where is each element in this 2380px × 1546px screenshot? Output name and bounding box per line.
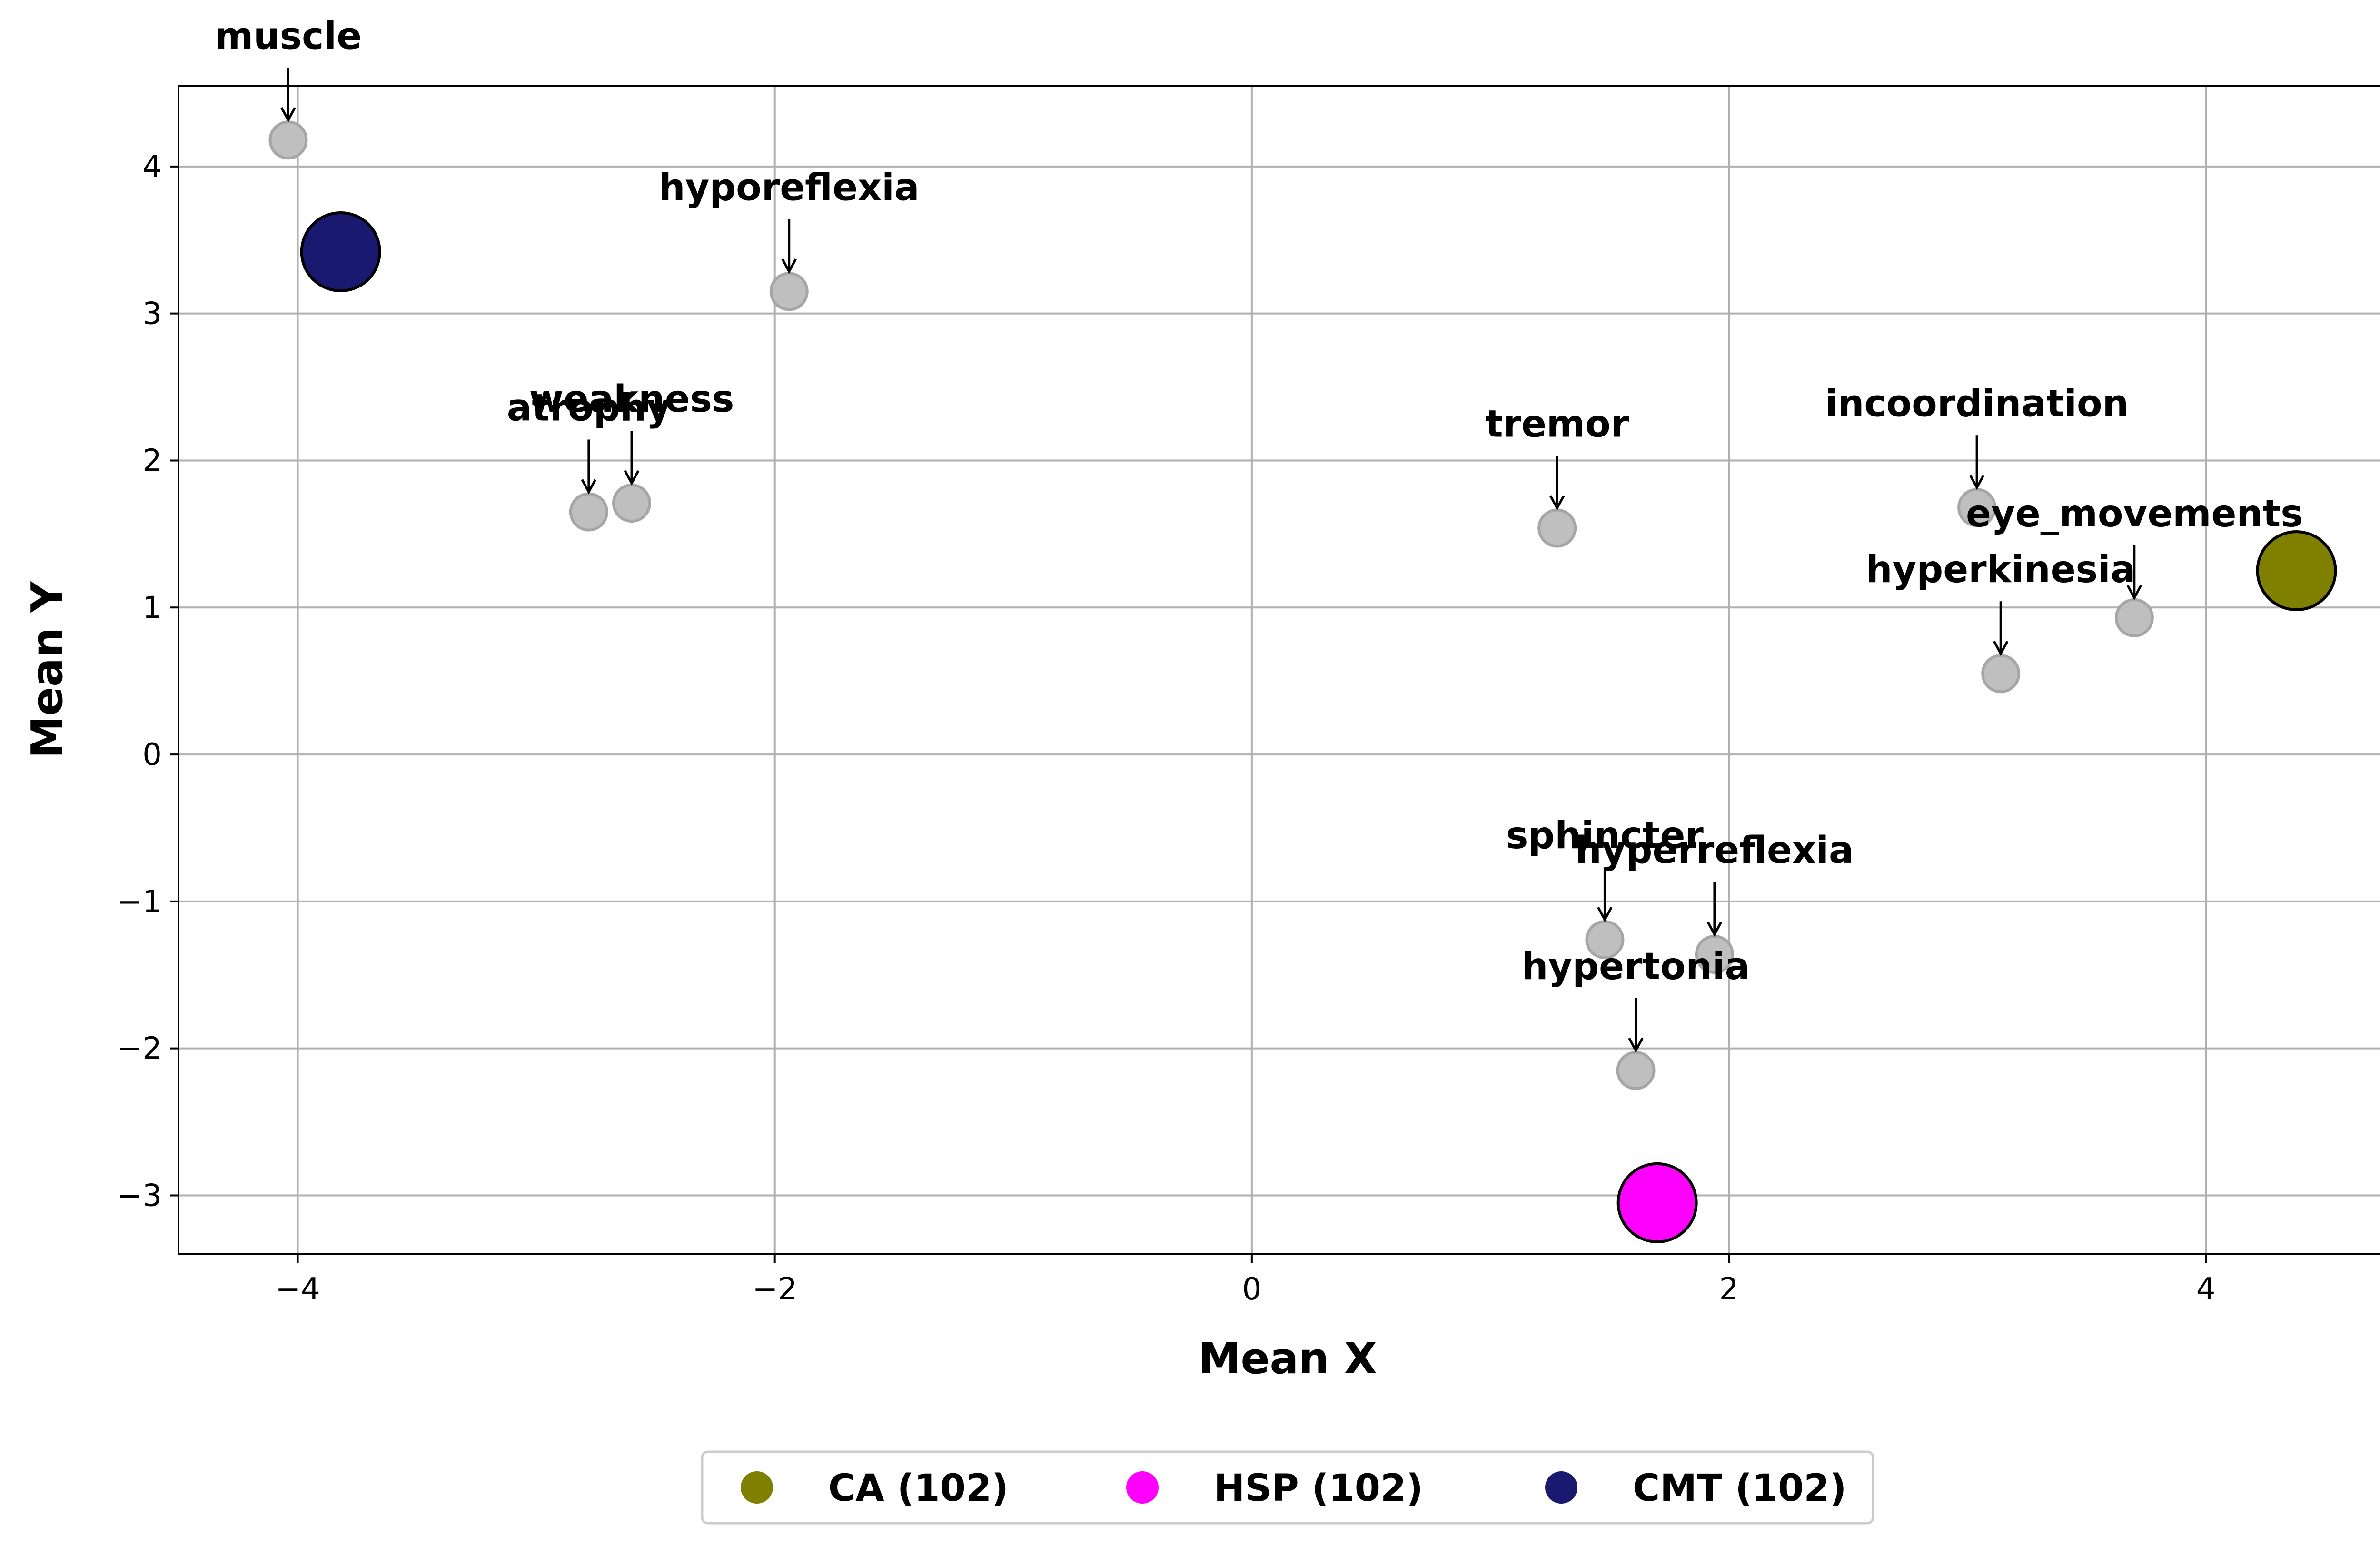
feature-points [268,120,2154,1090]
annotation-label: hyperkinesia [1866,548,2135,591]
annotation-label: incoordination [1825,382,2129,425]
legend-label: CA (102) [828,1467,1009,1510]
annotation-label: hyporeflexia [659,166,920,209]
annotation-label: hypertonia [1522,945,1750,988]
x-tick-label: 4 [2196,1272,2216,1307]
feature-point-hypertonia [1616,1050,1656,1090]
annotation-label: muscle [215,15,362,58]
feature-point-hyperkinesia [1981,654,2021,694]
feature-point-hyporeflexia [769,272,809,311]
x-tick-label: 0 [1242,1272,1261,1307]
annotation-arrowhead [1628,1037,1644,1053]
annotation-label: eye_movements [1966,493,2303,535]
axis-ticks: −4 −2 0 2 4 −3 −2 −1 0 1 2 3 4 [117,149,2216,1307]
group-centroid [2256,530,2337,612]
annotation-arrowhead [1993,641,2009,656]
annotation-arrowhead [2126,585,2142,601]
y-tick-label: 3 [142,297,162,332]
x-tick-label: 2 [1719,1272,1739,1307]
legend-label: HSP (102) [1214,1467,1423,1510]
feature-point-muscle [268,120,308,160]
y-tick-label: 4 [142,149,162,185]
feature-point-eye_movements [2114,598,2154,637]
plot-frame [178,85,2380,1255]
annotation-label: weakness [529,378,734,421]
annotation-arrowhead [280,107,296,123]
legend-marker [1545,1471,1577,1504]
legend-label: CMT (102) [1633,1467,1846,1510]
legend-marker [741,1471,773,1504]
y-tick-label: −3 [117,1178,162,1213]
annotation-label: sphincter [1506,814,1704,857]
annotation-label: tremor [1485,403,1629,446]
y-axis-label: Mean Y [22,581,72,759]
y-tick-label: −1 [117,884,162,920]
annotation-arrowhead [1706,921,1723,937]
annotation-label: hyperreflexia [1575,829,1854,872]
annotation-arrowhead [624,470,640,486]
x-tick-label: −4 [275,1272,320,1307]
y-tick-label: 1 [142,590,162,625]
legend-box [701,1450,1874,1525]
y-tick-label: −2 [117,1031,162,1067]
annotation-arrowhead [1549,495,1565,511]
feature-point-weakness [612,484,652,523]
annotation-label: atrophy [507,387,671,430]
group-centroid [300,211,381,292]
annotation-arrowhead [581,479,597,495]
feature-point-tremor [1537,508,1577,548]
legend-marker [1126,1471,1159,1504]
y-tick-label: 2 [142,443,162,478]
annotation-arrowhead [1597,906,1613,922]
legend: CA (102) HSP (102) CMT (102) [701,1450,1874,1525]
annotation-arrowhead [1969,475,1985,490]
feature-point-atrophy [569,492,608,532]
y-tick-label: 0 [142,737,162,773]
x-tick-label: −2 [753,1272,797,1307]
annotation-arrowhead [781,258,797,274]
x-axis-label: Mean X [1198,1334,1377,1384]
group-centroids [300,211,2337,1243]
grid [178,86,2380,1254]
group-centroid [1616,1162,1698,1243]
